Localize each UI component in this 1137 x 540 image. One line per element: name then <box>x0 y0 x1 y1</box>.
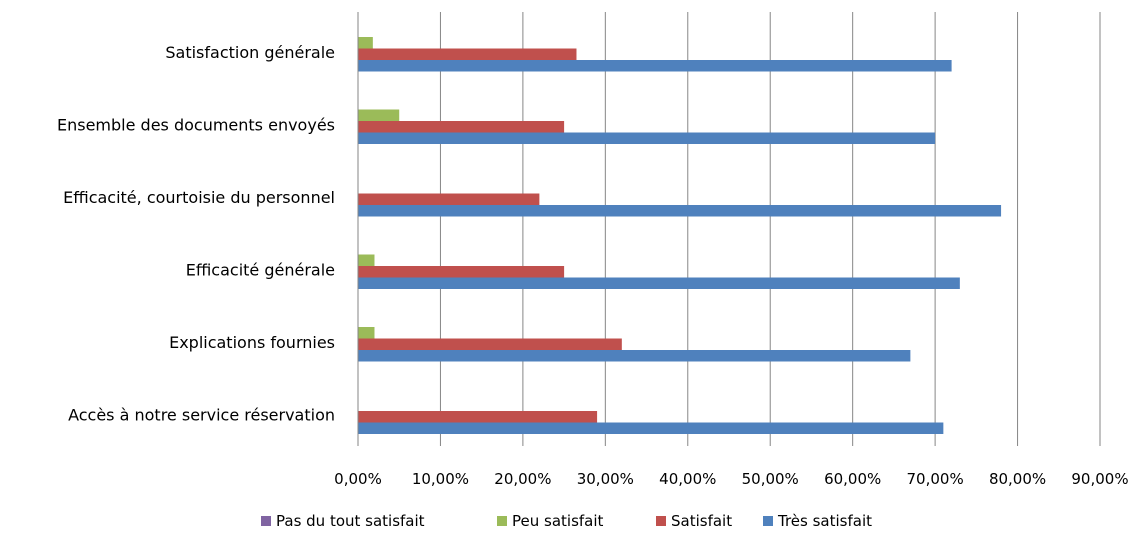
x-tick-label: 80,00% <box>989 470 1046 488</box>
legend: Pas du tout satisfait Peu satisfait Satisf… <box>261 512 872 530</box>
bar-tr-s-satisfait <box>358 205 1002 217</box>
legend-label: Satisfait <box>671 512 732 530</box>
bar-tr-s-satisfait <box>358 350 911 362</box>
bars <box>358 37 1002 434</box>
gridlines <box>439 12 1101 446</box>
bar-tr-s-satisfait <box>358 277 960 289</box>
x-tick-label: 90,00% <box>1071 470 1128 488</box>
bar-peu-satisfait <box>358 109 400 121</box>
x-tick-label: 70,00% <box>907 470 964 488</box>
bar-peu-satisfait <box>358 327 375 339</box>
legend-label: Peu satisfait <box>512 512 604 530</box>
x-tick-label: 50,00% <box>742 470 799 488</box>
x-tick-labels: 0,00% 10,00% 20,00% 30,00% 40,00% 50,00% 60,00… <box>334 470 1128 488</box>
bar-satisfait <box>358 193 540 205</box>
bar-satisfait <box>358 48 577 60</box>
category-labels: Satisfaction générale Ensemble des docume… <box>57 43 335 425</box>
legend-label: Très satisfait <box>777 512 872 530</box>
x-tick-label: 20,00% <box>494 470 551 488</box>
category-label: Efficacité générale <box>186 261 335 280</box>
bar-satisfait <box>358 266 565 278</box>
x-tick-label: 40,00% <box>659 470 716 488</box>
bar-peu-satisfait <box>358 254 375 266</box>
category-label: Accès à notre service réservation <box>68 406 335 425</box>
x-tick-label: 60,00% <box>824 470 881 488</box>
bar-satisfait <box>358 338 622 350</box>
bar-satisfait <box>358 121 565 133</box>
bar-peu-satisfait <box>358 37 373 49</box>
bar-tr-s-satisfait <box>358 132 936 144</box>
legend-swatch <box>656 516 666 526</box>
bar-tr-s-satisfait <box>358 422 944 434</box>
x-tick-label: 0,00% <box>334 470 382 488</box>
category-label: Satisfaction générale <box>165 43 335 62</box>
category-label: Efficacité, courtoisie du personnel <box>63 188 335 207</box>
legend-swatch <box>763 516 773 526</box>
category-label: Explications fournies <box>169 333 335 352</box>
x-tick-label: 30,00% <box>577 470 634 488</box>
x-tick-label: 10,00% <box>412 470 469 488</box>
bar-satisfait <box>358 411 598 423</box>
legend-label: Pas du tout satisfait <box>276 512 425 530</box>
bar-tr-s-satisfait <box>358 60 952 72</box>
legend-swatch <box>497 516 507 526</box>
category-label: Ensemble des documents envoyés <box>57 116 335 135</box>
legend-swatch <box>261 516 271 526</box>
